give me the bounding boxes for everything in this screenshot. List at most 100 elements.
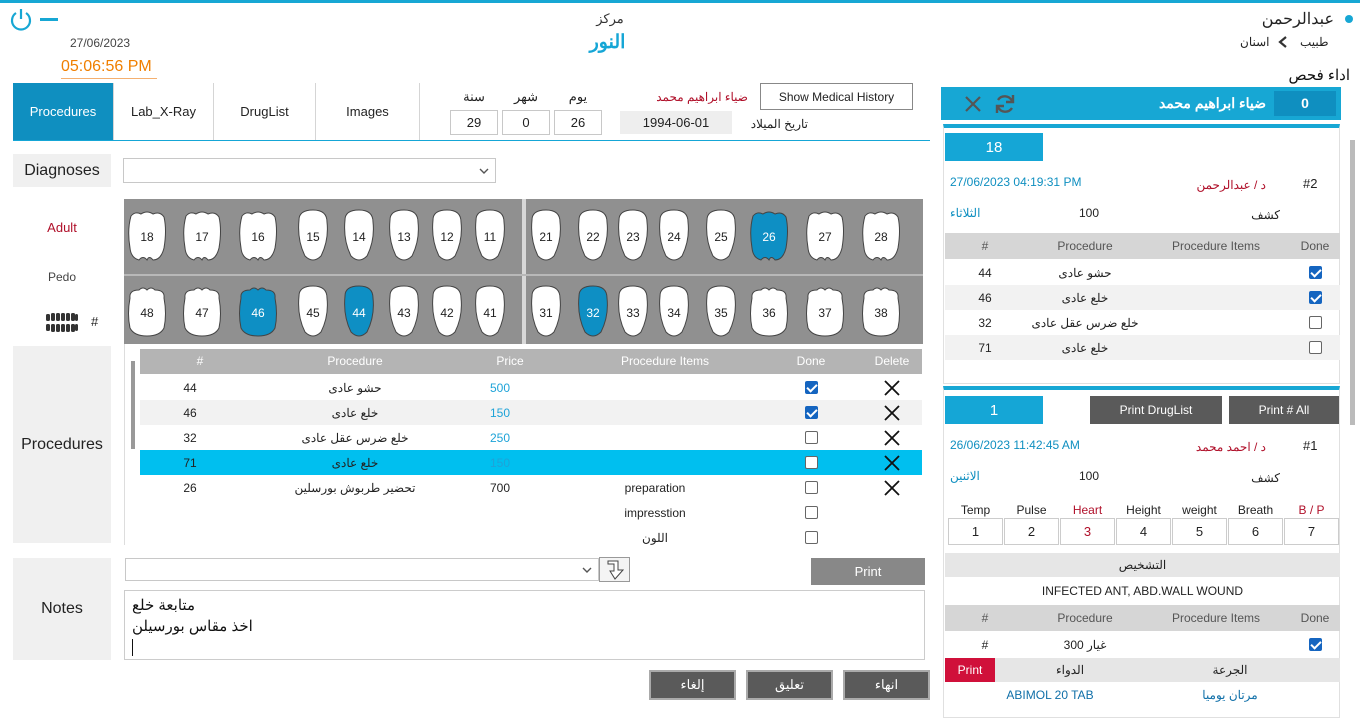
table-scrollbar[interactable]: [131, 361, 135, 449]
cell-procedure-items: [595, 375, 715, 400]
adult-option[interactable]: Adult: [47, 220, 77, 235]
done-checkbox[interactable]: [1308, 266, 1322, 279]
age-day-field[interactable]: 26: [554, 110, 602, 135]
tooth-48[interactable]: 48: [127, 284, 167, 340]
tooth-44[interactable]: 44: [339, 284, 379, 340]
suspend-button[interactable]: تعليق: [746, 670, 833, 700]
tab-druglist[interactable]: DrugList: [214, 83, 316, 140]
tooth-15[interactable]: 15: [293, 208, 333, 264]
delete-icon[interactable]: [880, 450, 904, 475]
col-price: Price: [496, 354, 524, 368]
done-checkbox[interactable]: [804, 431, 818, 444]
table-row[interactable]: 32 خلع ضرس عقل عادى 250: [140, 425, 922, 450]
print-drug-button[interactable]: Print: [945, 658, 995, 682]
list-item[interactable]: 44 حشو عادى: [945, 260, 1340, 285]
tooth-14[interactable]: 14: [339, 208, 379, 264]
teeth-icon[interactable]: [45, 312, 79, 334]
print-all-button[interactable]: Print # All: [1229, 396, 1339, 424]
tooth-46[interactable]: 46: [238, 284, 278, 340]
tooth-18[interactable]: 18: [127, 208, 167, 264]
done-checkbox[interactable]: [804, 406, 818, 419]
visit-card-2: 1 Print DrugList Print # All #1 26/06/20…: [943, 386, 1340, 718]
insert-note-button[interactable]: [599, 557, 630, 582]
tooth-21[interactable]: 21: [526, 208, 566, 264]
tooth-37[interactable]: 37: [805, 284, 845, 340]
tooth-31[interactable]: 31: [526, 284, 566, 340]
show-medical-history-button[interactable]: Show Medical History: [760, 83, 913, 110]
tooth-16[interactable]: 16: [238, 208, 278, 264]
tooth-12[interactable]: 12: [427, 208, 467, 264]
tooth-22[interactable]: 22: [573, 208, 613, 264]
done-checkbox[interactable]: [1308, 638, 1322, 651]
refresh-icon[interactable]: [993, 92, 1017, 116]
delete-icon[interactable]: [880, 375, 904, 400]
tab-lab-xray[interactable]: Lab_X-Ray: [114, 83, 214, 140]
finish-button[interactable]: انهاء: [843, 670, 930, 700]
tooth-number: 11: [483, 230, 497, 244]
drug-dose: مرتان يوميا: [1202, 688, 1258, 702]
table-row[interactable]: 71 خلع عادى 150: [140, 450, 922, 475]
tooth-23[interactable]: 23: [613, 208, 653, 264]
print-druglist-button[interactable]: Print DrugList: [1090, 396, 1222, 424]
print-notes-button[interactable]: Print: [811, 558, 925, 585]
age-year-field[interactable]: 29: [450, 110, 498, 135]
table-row[interactable]: 44 حشو عادى 500: [140, 375, 922, 400]
tooth-43[interactable]: 43: [384, 284, 424, 340]
delete-icon[interactable]: [880, 475, 904, 500]
pedo-option[interactable]: Pedo: [47, 270, 77, 284]
done-checkbox[interactable]: [804, 456, 818, 469]
tooth-34[interactable]: 34: [654, 284, 694, 340]
chevron-down-icon: [582, 567, 592, 573]
table-row[interactable]: 26 تحضير طربوش بورسلين 700 preparation: [140, 475, 922, 500]
done-checkbox[interactable]: [1308, 291, 1322, 304]
notes-template-select[interactable]: [125, 558, 599, 581]
close-icon[interactable]: [963, 94, 983, 114]
tooth-13[interactable]: 13: [384, 208, 424, 264]
tooth-24[interactable]: 24: [654, 208, 694, 264]
done-checkbox[interactable]: [804, 506, 818, 519]
table-row[interactable]: 46 خلع عادى 150: [140, 400, 922, 425]
tooth-17[interactable]: 17: [182, 208, 222, 264]
teeth-chart-vdivider: [522, 199, 526, 344]
tooth-45[interactable]: 45: [293, 284, 333, 340]
table-row[interactable]: اللون: [140, 525, 922, 550]
table-row[interactable]: impresstion: [140, 500, 922, 525]
age-month-field[interactable]: 0: [502, 110, 550, 135]
delete-icon[interactable]: [880, 425, 904, 450]
tooth-38[interactable]: 38: [861, 284, 901, 340]
tooth-11[interactable]: 11: [470, 208, 510, 264]
tooth-26[interactable]: 26: [749, 208, 789, 264]
tooth-47[interactable]: 47: [182, 284, 222, 340]
visit1-fee: 100: [1078, 206, 1100, 220]
cancel-button[interactable]: إلغاء: [649, 670, 736, 700]
visit2-type: كشف: [1251, 471, 1280, 485]
done-checkbox[interactable]: [804, 381, 818, 394]
minimize-icon[interactable]: [40, 18, 58, 21]
tooth-27[interactable]: 27: [805, 208, 845, 264]
text-caret: [132, 639, 133, 656]
list-item[interactable]: 32 خلع ضرس عقل عادى: [945, 310, 1340, 335]
diagnoses-select[interactable]: [123, 158, 496, 183]
dob-field[interactable]: 1994-06-01: [620, 111, 732, 134]
tooth-42[interactable]: 42: [427, 284, 467, 340]
tooth-25[interactable]: 25: [701, 208, 741, 264]
tooth-33[interactable]: 33: [613, 284, 653, 340]
tooth-41[interactable]: 41: [470, 284, 510, 340]
delete-icon[interactable]: [880, 400, 904, 425]
tooth-36[interactable]: 36: [749, 284, 789, 340]
done-checkbox[interactable]: [804, 481, 818, 494]
list-item[interactable]: # غيار 300: [945, 632, 1340, 657]
col-num: #: [196, 354, 204, 368]
done-checkbox[interactable]: [1308, 316, 1322, 329]
tooth-28[interactable]: 28: [861, 208, 901, 264]
list-item[interactable]: 71 خلع عادى: [945, 335, 1340, 360]
notes-textarea[interactable]: متابعة خلع اخذ مقاس بورسيلن: [124, 590, 925, 660]
tooth-35[interactable]: 35: [701, 284, 741, 340]
done-checkbox[interactable]: [1308, 341, 1322, 354]
list-item[interactable]: 46 خلع عادى: [945, 285, 1340, 310]
tab-images[interactable]: Images: [316, 83, 420, 140]
done-checkbox[interactable]: [804, 531, 818, 544]
tooth-32[interactable]: 32: [573, 284, 613, 340]
tab-procedures[interactable]: Procedures: [13, 83, 114, 140]
power-icon[interactable]: [8, 7, 34, 33]
